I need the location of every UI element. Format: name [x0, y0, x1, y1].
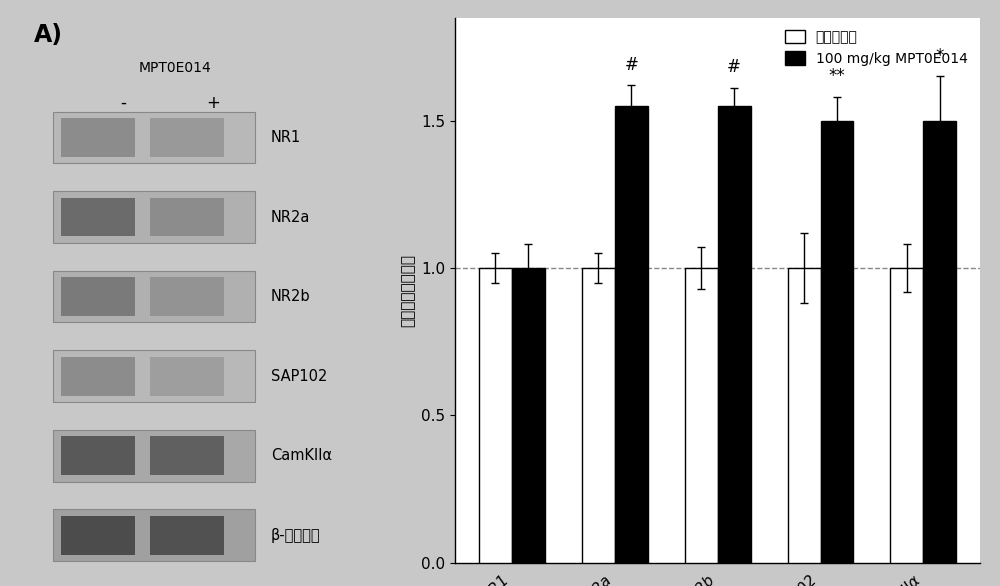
Y-axis label: 媒劑對照組之倍數: 媒劑對照組之倍數 [401, 254, 416, 326]
Bar [150, 357, 224, 396]
Bar [512, 268, 545, 563]
Bar [53, 350, 255, 402]
Text: A): A) [34, 23, 63, 47]
Bar [61, 437, 135, 475]
Bar [61, 516, 135, 555]
Text: CamKIIα: CamKIIα [271, 448, 332, 464]
Bar [150, 118, 224, 157]
Bar [53, 430, 255, 482]
Bar [685, 268, 718, 563]
Text: #: # [624, 56, 638, 74]
Legend: 媒劑對照組, 100 mg/kg MPT0E014: 媒劑對照組, 100 mg/kg MPT0E014 [780, 25, 973, 71]
Bar [890, 268, 923, 563]
Text: +: + [206, 94, 220, 112]
Text: β-肌动蛋白: β-肌动蛋白 [271, 528, 321, 543]
Bar [582, 268, 615, 563]
Bar [615, 106, 648, 563]
Bar [150, 516, 224, 555]
Bar [788, 268, 821, 563]
Bar [479, 268, 512, 563]
Text: NR2a: NR2a [271, 210, 310, 224]
Bar [53, 271, 255, 322]
Text: -: - [120, 94, 126, 112]
Text: NR2b: NR2b [271, 289, 311, 304]
Bar [53, 509, 255, 561]
Text: **: ** [829, 67, 845, 86]
Text: SAP102: SAP102 [271, 369, 327, 384]
Bar [923, 121, 956, 563]
Bar [61, 277, 135, 316]
Bar [821, 121, 853, 563]
Bar [150, 277, 224, 316]
Bar [61, 197, 135, 236]
Text: NR1: NR1 [271, 130, 301, 145]
Bar [53, 191, 255, 243]
Text: *: * [936, 47, 944, 64]
Bar [150, 197, 224, 236]
Bar [61, 118, 135, 157]
Bar [150, 437, 224, 475]
Text: MPT0E014: MPT0E014 [139, 61, 212, 75]
Bar [61, 357, 135, 396]
Text: B): B) [382, 0, 411, 1]
Text: #: # [727, 59, 741, 77]
Bar [53, 111, 255, 163]
Bar [718, 106, 751, 563]
